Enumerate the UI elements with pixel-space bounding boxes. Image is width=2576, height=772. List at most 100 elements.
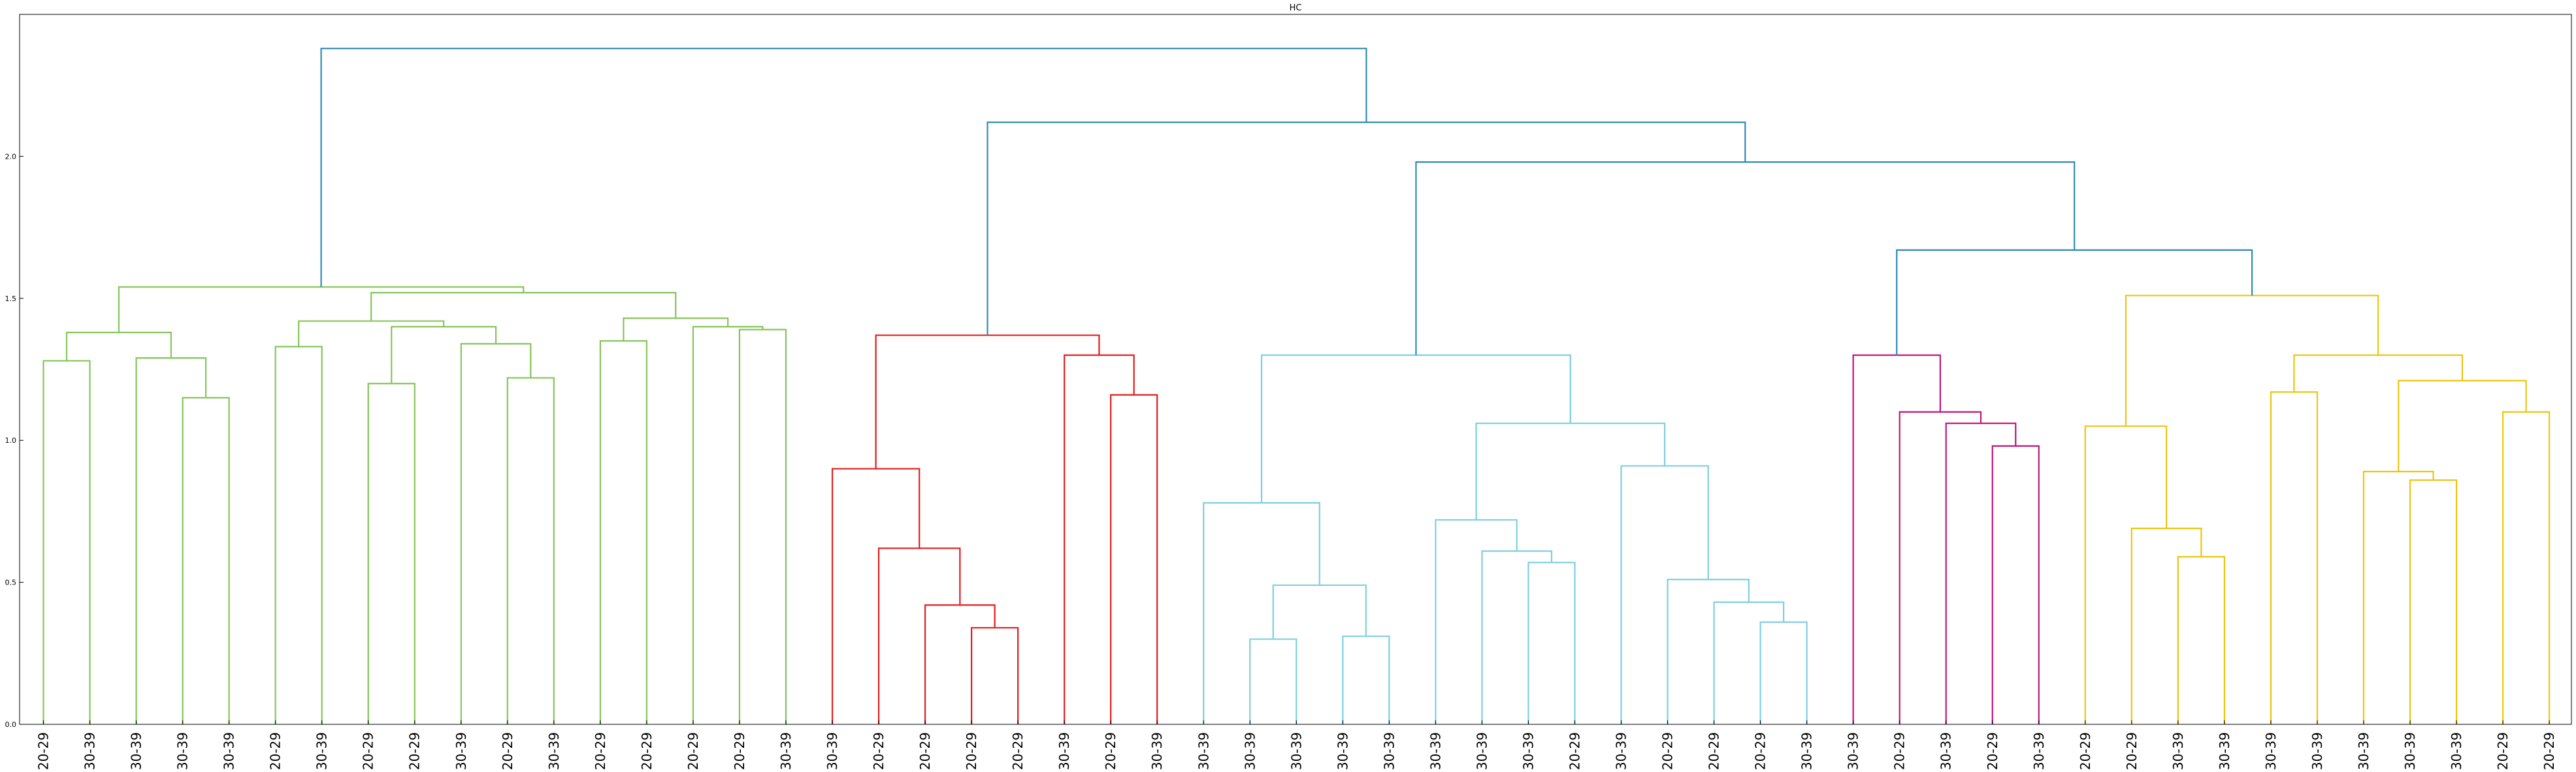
x-tick-label-31: 30-39 — [1474, 732, 1490, 770]
x-tick-label-27: 30-39 — [1288, 732, 1304, 770]
dendrogram-link-26 — [1203, 502, 1320, 724]
dendrogram-link-16 — [971, 627, 1019, 724]
dendrogram-link-6 — [506, 377, 555, 724]
x-tick-label-24: 30-39 — [1149, 732, 1165, 770]
dendrogram-link-45 — [2362, 470, 2434, 724]
x-tick-label-1: 30-39 — [82, 732, 98, 770]
chart-title: HC — [1290, 3, 1302, 13]
dendrogram-link-51 — [1415, 161, 2076, 355]
x-tick-label-38: 30-39 — [1799, 732, 1815, 770]
y-tick-label-3: 1.5 — [5, 295, 17, 303]
dendrogram-link-3 — [65, 331, 172, 361]
dendrogram-link-49 — [2125, 295, 2379, 426]
dendrogram-links — [42, 48, 2551, 724]
x-tick-label-9: 30-39 — [453, 732, 469, 770]
x-tick-label-35: 20-29 — [1660, 732, 1676, 770]
x-tick-label-11: 30-39 — [546, 732, 562, 770]
dendrogram-link-11 — [738, 329, 787, 724]
x-tick-label-2: 30-39 — [129, 732, 144, 770]
x-tick-label-25: 30-39 — [1196, 732, 1211, 770]
x-tick-label-4: 30-39 — [221, 732, 237, 770]
y-tick-label-1: 0.5 — [5, 579, 17, 587]
dendrogram-link-48 — [2293, 354, 2464, 393]
dendrogram-link-2 — [135, 357, 207, 724]
dendrogram-link-23 — [1249, 638, 1297, 724]
dendrogram-link-15 — [118, 286, 525, 332]
x-tick-label-47: 30-39 — [2217, 732, 2232, 770]
dendrogram-link-52 — [986, 121, 1746, 336]
y-tick-label-4: 2.0 — [5, 152, 17, 161]
x-tick-label-8: 20-29 — [407, 732, 423, 770]
dendrogram-link-33 — [1620, 465, 1709, 724]
y-tick-label-0: 0.0 — [5, 720, 17, 729]
dendrogram-link-40 — [2177, 556, 2226, 724]
dendrogram-link-7 — [460, 343, 532, 724]
dendrogram-link-32 — [1667, 579, 1750, 724]
x-tick-label-50: 30-39 — [2356, 732, 2372, 770]
dendrogram-link-31 — [1713, 601, 1785, 724]
dendrogram-link-30 — [1759, 621, 1808, 724]
x-tick-label-52: 30-39 — [2449, 732, 2464, 770]
dendrogram-link-35 — [1260, 354, 1571, 503]
x-tick-label-51: 30-39 — [2402, 732, 2418, 770]
x-tick-label-22: 30-39 — [1056, 732, 1072, 770]
dendrogram-link-1 — [182, 396, 230, 724]
dendrogram-link-50 — [1896, 249, 2253, 355]
dendrogram-link-24 — [1342, 635, 1390, 724]
dendrogram-link-41 — [2130, 527, 2202, 724]
dendrogram-link-13 — [623, 317, 729, 342]
x-tick-label-39: 30-39 — [1846, 732, 1861, 770]
dendrogram-link-5 — [367, 383, 416, 724]
x-tick-label-44: 20-29 — [2078, 732, 2093, 770]
x-tick-label-32: 30-39 — [1520, 732, 1536, 770]
dendrogram-link-47 — [2398, 379, 2527, 472]
x-tick-label-10: 20-29 — [500, 732, 515, 770]
x-tick-label-40: 20-29 — [1892, 732, 1908, 770]
dendrogram-link-21 — [1064, 354, 1135, 724]
dendrogram-link-37 — [1945, 423, 2017, 724]
x-tick-label-29: 30-39 — [1381, 732, 1397, 770]
x-tick-label-3: 30-39 — [175, 732, 191, 770]
x-tick-label-16: 30-39 — [778, 732, 794, 770]
x-tick-label-49: 30-39 — [2309, 732, 2325, 770]
dendrogram-link-18 — [877, 547, 961, 724]
dendrogram-link-19 — [831, 468, 921, 724]
dendrogram-link-36 — [1991, 445, 2040, 724]
x-tick-label-43: 30-39 — [2031, 732, 2047, 770]
x-tick-label-17: 30-39 — [824, 732, 840, 770]
x-tick-label-45: 20-29 — [2124, 732, 2140, 770]
dendrogram-link-42 — [2084, 425, 2168, 724]
dendrogram-link-39 — [1852, 354, 1941, 724]
dendrogram-link-17 — [924, 604, 996, 724]
dendrogram-link-44 — [2409, 479, 2458, 724]
x-tick-label-21: 20-29 — [1010, 732, 1026, 770]
x-tick-label-46: 30-39 — [2170, 732, 2186, 770]
dendrogram-link-14 — [370, 292, 677, 321]
x-tick-label-12: 20-29 — [593, 732, 608, 770]
x-tick-label-53: 20-29 — [2495, 732, 2511, 770]
dendrogram-link-28 — [1481, 550, 1553, 724]
y-axis: 0.0 0.5 1.0 1.5 2.0 — [5, 152, 24, 729]
dendrogram-link-43 — [2270, 391, 2319, 724]
x-tick-label-54: 20-29 — [2541, 732, 2557, 770]
x-tick-label-20: 20-29 — [964, 732, 979, 770]
x-tick-label-41: 30-39 — [1938, 732, 1954, 770]
y-tick-label-2: 1.0 — [5, 436, 17, 445]
x-tick-label-28: 30-39 — [1335, 732, 1350, 770]
dendrogram-link-12 — [692, 326, 764, 724]
dendrogram-link-9 — [298, 320, 445, 347]
x-tick-label-6: 30-39 — [314, 732, 330, 770]
dendrogram-link-20 — [1110, 394, 1158, 724]
dendrogram-link-0 — [42, 360, 91, 724]
x-tick-label-37: 20-29 — [1753, 732, 1769, 770]
dendrogram-link-8 — [391, 326, 497, 384]
x-tick-label-33: 20-29 — [1567, 732, 1582, 770]
dendrogram-link-34 — [1475, 423, 1666, 520]
plot-frame — [19, 14, 2572, 725]
x-tick-label-48: 30-39 — [2263, 732, 2279, 770]
x-tick-label-7: 20-29 — [361, 732, 376, 770]
x-tick-label-14: 20-29 — [685, 732, 701, 770]
dendrogram-link-25 — [1272, 584, 1367, 639]
dendrogram-link-46 — [2502, 411, 2551, 724]
x-tick-label-23: 20-29 — [1103, 732, 1118, 770]
